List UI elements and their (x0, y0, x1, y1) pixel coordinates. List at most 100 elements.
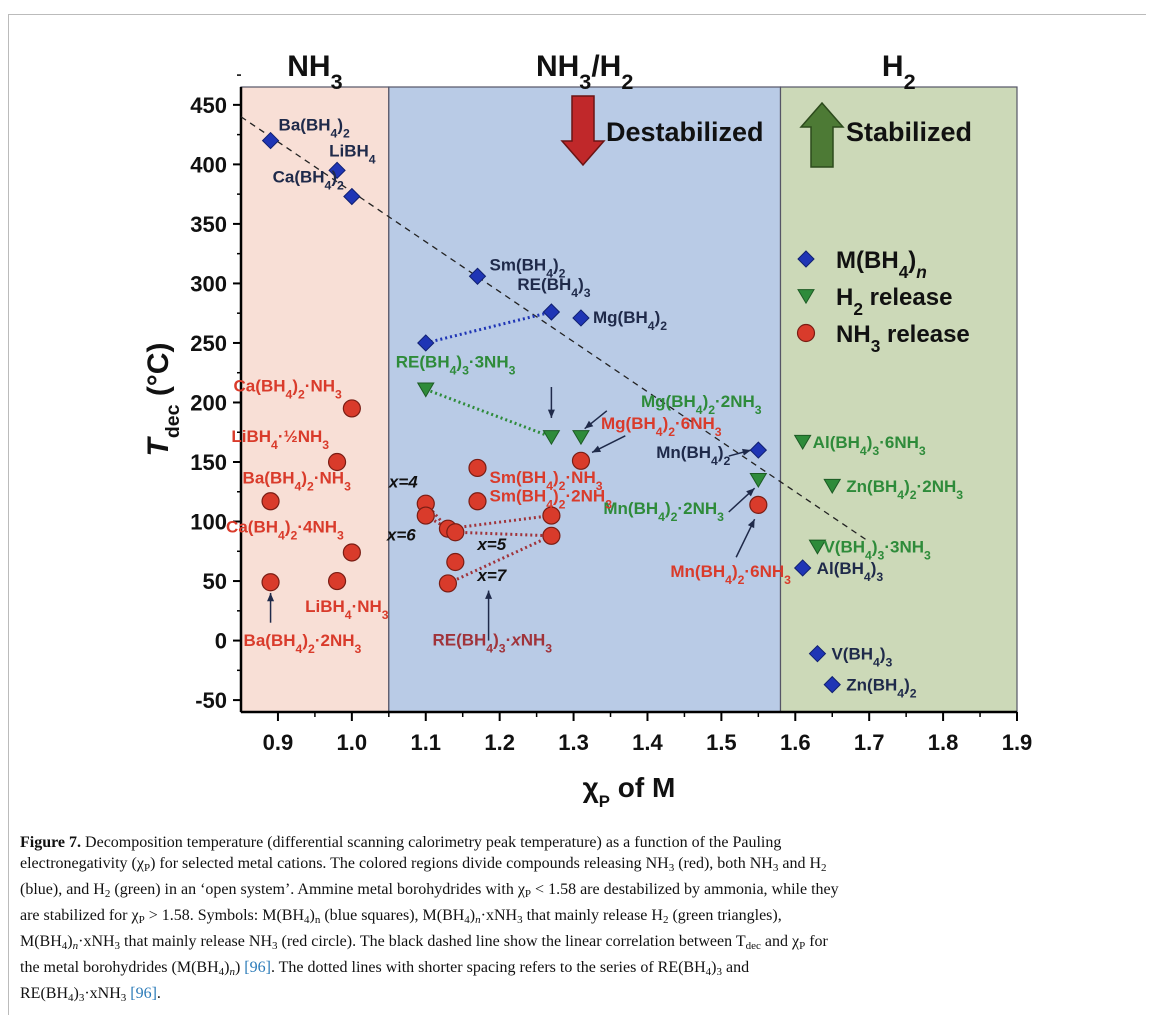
caption-line-2: electronegativity (χP) for selected meta… (20, 855, 827, 874)
region-title-1: NH3/H2 (536, 50, 633, 94)
data-point-triangle-down (542, 430, 561, 446)
y-tick-label: 450 (190, 93, 227, 118)
data-point-circle (342, 543, 361, 562)
dotted-series-line (425, 310, 552, 345)
figure-frame (8, 14, 1146, 1015)
caption-text-1: Decomposition temperature (differential … (85, 834, 782, 851)
reference-link[interactable]: [96] (130, 985, 157, 1002)
legend-label: M(BH4)n (836, 247, 927, 282)
callout-arrow-head (747, 519, 755, 529)
x-tick-label: 1.4 (632, 730, 663, 755)
callout-arrow-head (485, 590, 493, 599)
data-point-circle (749, 495, 768, 514)
y-tick-label: 400 (190, 152, 227, 177)
caption-line-1: Figure 7. Decomposition temperature (dif… (20, 832, 1130, 853)
point-label: Ba(BH4)2 (279, 116, 350, 141)
legend-marker (797, 289, 815, 305)
data-point-circle (438, 574, 458, 593)
data-point-circle (416, 506, 435, 525)
callout-arrow (485, 590, 493, 641)
data-point-diamond (572, 309, 590, 327)
dotted-series-line (447, 534, 553, 585)
caption-line-5: M(BH4)n·xNH3 that mainly release NH3 (re… (20, 933, 828, 952)
data-point-circle (542, 506, 561, 525)
data-point-triangle-down (749, 472, 768, 489)
point-label: LiBH4 (329, 141, 376, 166)
destabilized-label: Destabilized (606, 117, 764, 147)
callout-arrow (728, 448, 752, 457)
stabilized-label: Stabilized (846, 117, 972, 147)
point-label: Mg(BH4)2·6NH3 (601, 414, 722, 439)
point-label: x=4 (388, 473, 418, 492)
point-label: x=7 (476, 566, 507, 585)
point-label: Mg(BH4)2·2NH3 (641, 392, 762, 417)
point-label: Al(BH4)3·6NH3 (813, 433, 926, 458)
data-point-circle (446, 523, 465, 542)
data-point-circle (571, 451, 591, 470)
point-label: x=5 (476, 535, 506, 554)
point-label: Al(BH4)3 (817, 559, 884, 584)
y-axis-label: Tdec (°C) (142, 343, 184, 457)
data-point-circle (261, 573, 280, 592)
data-point-circle (342, 399, 361, 418)
dotted-series-line (425, 387, 552, 439)
y-tick-label: 300 (190, 271, 227, 296)
callout-arrow-head (746, 488, 755, 497)
data-point-triangle-down (823, 478, 842, 494)
point-label: Mn(BH4)2 (656, 443, 730, 468)
x-tick-label: 1.2 (484, 730, 515, 755)
region-title-0: NH3 (287, 50, 342, 94)
x-tick-label: 1.9 (1002, 730, 1033, 755)
point-label: V(BH4)3 (831, 645, 892, 670)
point-label: Mg(BH4)2 (593, 308, 667, 333)
region-title-2: H2 (882, 50, 916, 94)
data-point-diamond (542, 303, 561, 321)
y-tick-label: 50 (203, 569, 227, 594)
series-annotation: RE(BH4)3·xNH3 (432, 630, 552, 655)
point-label: RE(BH4)3·3NH3 (396, 352, 516, 377)
x-tick-label: 1.7 (854, 730, 885, 755)
data-point-triangle-down (793, 434, 812, 450)
caption-line-6: the metal borohydrides (M(BH4)n) [96]. T… (20, 959, 750, 978)
callout-arrow (591, 435, 626, 454)
point-label: Ca(BH4)2·4NH3 (226, 517, 344, 542)
trendline (240, 116, 870, 543)
point-label: LiBH4·NH3 (305, 597, 389, 622)
legend-marker (796, 323, 816, 343)
callout-arrow (735, 518, 756, 558)
data-point-circle (542, 526, 561, 545)
legend: Destabilized Stabilized M(BH4)nH2 releaseN… (560, 95, 972, 356)
x-tick-label: 1.6 (780, 730, 811, 755)
y-tick-label: 150 (190, 450, 227, 475)
data-point-triangle-down (808, 539, 827, 555)
point-label: Ba(BH4)2·2NH3 (244, 631, 362, 656)
decomposition-chart: -50 0 50 100 150 200 250 300 350 400 450 0.9 1.0 1.1 1… (142, 50, 1033, 811)
data-point-diamond (793, 559, 812, 577)
lines-layer (240, 116, 870, 641)
point-label: V(BH4)3·3NH3 (823, 538, 931, 563)
axes-layer: -50 0 50 100 150 200 250 300 350 400 450 0.9 1.0 1.1 1… (142, 74, 1033, 811)
data-point-diamond (749, 441, 768, 459)
data-point-triangle-down (416, 382, 435, 398)
x-tick-label: 1.1 (410, 730, 441, 755)
point-label: Ba(BH4)2·NH3 (243, 468, 352, 493)
data-point-diamond (468, 267, 487, 285)
region-2 (779, 86, 1018, 713)
dotted-series-line (455, 530, 552, 538)
callout-arrow-head (267, 592, 275, 602)
point-label: Mn(BH4)2·6NH3 (670, 562, 791, 587)
reference-link[interactable]: [96] (244, 959, 271, 976)
data-point-diamond (328, 161, 346, 180)
point-label: Ca(BH4)2·NH3 (234, 376, 343, 401)
legend-label: H2 release (836, 284, 952, 319)
x-tick-label: 1.8 (928, 730, 959, 755)
stabilized-arrow (799, 101, 845, 168)
point-label: LiBH4·½NH3 (231, 427, 329, 452)
data-point-circle (468, 458, 487, 478)
callout-arrow (267, 592, 275, 623)
data-point-circle (327, 571, 347, 591)
callout-arrow (728, 487, 756, 513)
point-label: Zn(BH4)2 (846, 676, 917, 701)
x-tick-label: 1.3 (558, 730, 589, 755)
